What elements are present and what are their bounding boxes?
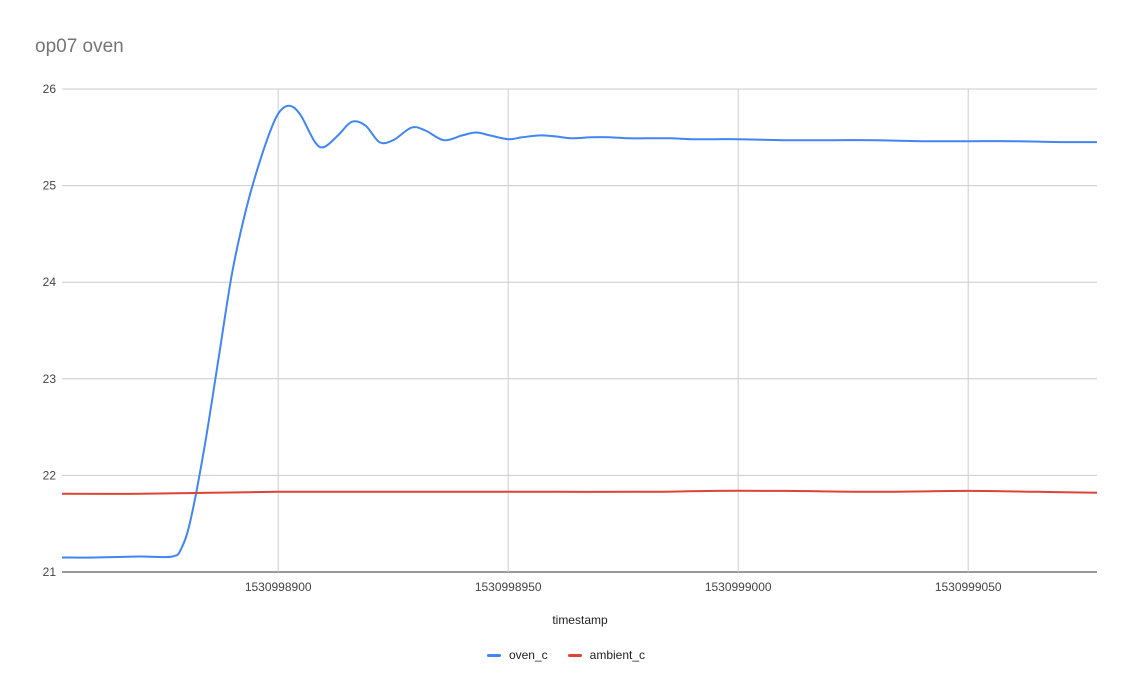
series-lines bbox=[61, 104, 1098, 559]
x-tick-label: 1530998950 bbox=[475, 580, 542, 594]
x-tick-label: 1530998900 bbox=[245, 580, 312, 594]
legend-label: oven_c bbox=[508, 648, 548, 662]
y-tick-label: 23 bbox=[43, 372, 57, 386]
y-tick-label: 21 bbox=[43, 565, 57, 579]
x-axis-label: timestamp bbox=[552, 613, 608, 627]
gridlines bbox=[62, 88, 1097, 573]
legend-label: ambient_c bbox=[589, 648, 646, 662]
y-tick-label: 24 bbox=[43, 275, 57, 289]
y-tick-label: 26 bbox=[43, 82, 57, 96]
legend-item-ambient_c: ambient_c bbox=[567, 648, 646, 662]
series-line-ambient_c bbox=[61, 489, 1098, 495]
tick-labels: 21 22 23 24 25 26 1530998900 1530998950 15309990… bbox=[43, 82, 1002, 594]
y-tick-label: 22 bbox=[43, 468, 57, 482]
x-tick-label: 1530999050 bbox=[935, 580, 1002, 594]
legend-item-oven_c: oven_c bbox=[486, 648, 548, 662]
chart-title: op07 oven bbox=[35, 36, 124, 57]
series-line-oven_c bbox=[61, 104, 1098, 559]
x-tick-label: 1530999000 bbox=[705, 580, 772, 594]
legend: oven_c ambient_c bbox=[0, 648, 1132, 662]
legend-swatch bbox=[486, 653, 501, 657]
plot-area: 21 22 23 24 25 26 1530998900 1530998950 15309990… bbox=[43, 82, 1098, 627]
y-tick-label: 25 bbox=[43, 179, 57, 193]
legend-swatch bbox=[567, 653, 582, 657]
